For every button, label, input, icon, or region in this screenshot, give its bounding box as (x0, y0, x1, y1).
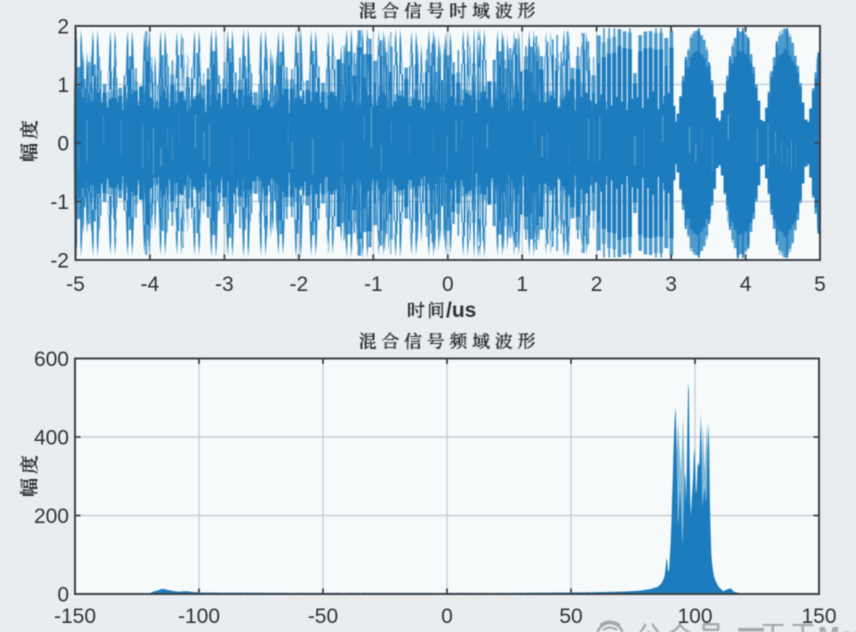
svg-text:1: 1 (516, 273, 528, 296)
svg-text:0: 0 (57, 133, 69, 156)
svg-text:5: 5 (814, 273, 826, 296)
svg-text:400: 400 (34, 427, 69, 450)
svg-text:-4: -4 (141, 273, 160, 296)
svg-text:100: 100 (677, 605, 712, 628)
svg-text:200: 200 (34, 505, 69, 528)
svg-text:0: 0 (441, 605, 453, 628)
svg-text:-5: -5 (66, 273, 85, 296)
svg-text:600: 600 (34, 348, 69, 371)
svg-text:-3: -3 (215, 273, 234, 296)
svg-text:0: 0 (57, 584, 69, 607)
svg-text:Matl: Matl (818, 621, 856, 632)
svg-text:-1: -1 (50, 191, 69, 214)
svg-text:2: 2 (591, 273, 603, 296)
svg-text:-150: -150 (54, 605, 96, 628)
svg-text:1: 1 (57, 74, 69, 97)
svg-text:-2: -2 (290, 273, 309, 296)
svg-text:4: 4 (740, 273, 752, 296)
svg-text:-100: -100 (178, 605, 220, 628)
svg-text:-50: -50 (308, 605, 338, 628)
svg-text:50: 50 (559, 605, 582, 628)
svg-text:0: 0 (442, 273, 454, 296)
svg-text:2: 2 (57, 16, 69, 39)
svg-text:-1: -1 (364, 273, 383, 296)
svg-text:-2: -2 (50, 250, 69, 273)
svg-text:/us: /us (446, 299, 476, 322)
svg-text:3: 3 (665, 273, 677, 296)
svg-text:150: 150 (801, 605, 836, 628)
